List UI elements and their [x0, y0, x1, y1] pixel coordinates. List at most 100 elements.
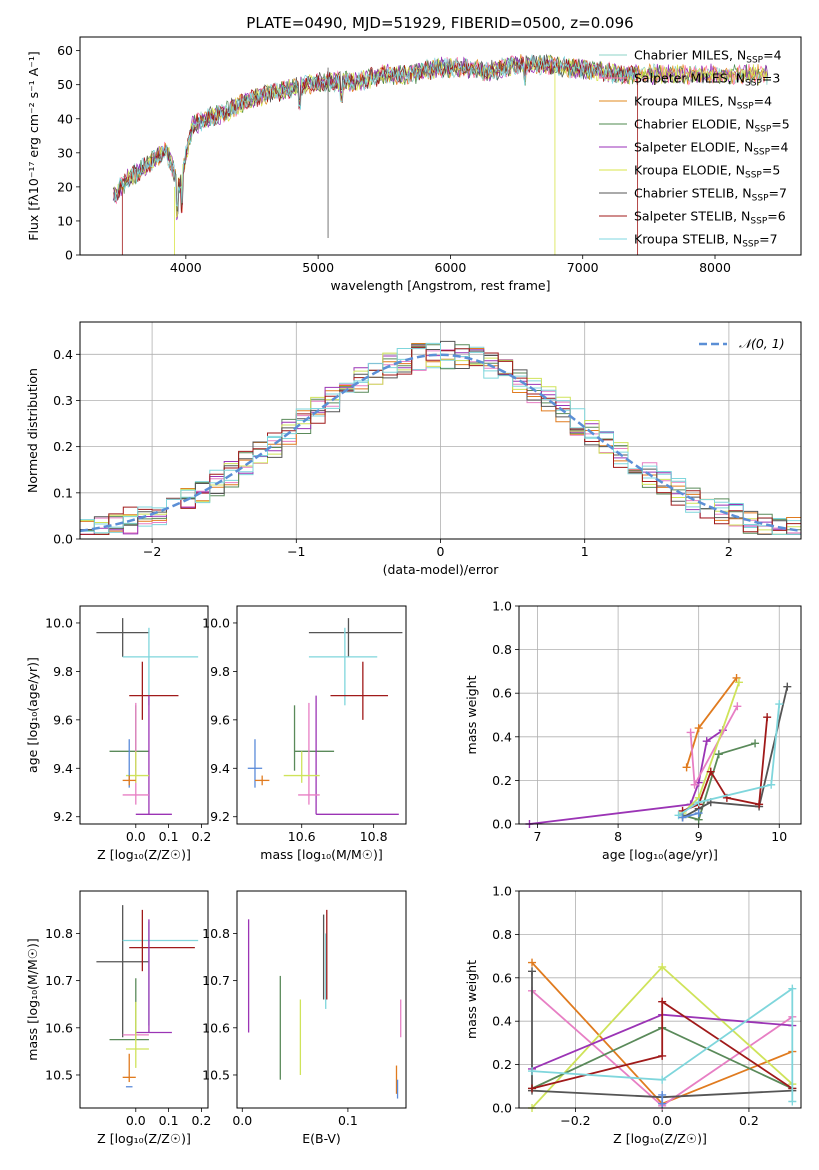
y-tick-label: 9.8	[53, 664, 73, 679]
y-tick-label: 0.2	[492, 773, 512, 788]
weight-line-gray	[531, 971, 793, 1099]
errorbar-point-red	[330, 661, 389, 720]
weight-marker	[755, 800, 764, 809]
weight-marker	[714, 750, 723, 759]
axes-frame	[79, 321, 802, 540]
panel-5: 7 8 9 10 0.0 0.2 0.4 0.6 0.8 1.0 age [log₁₀(age/yr…	[464, 599, 802, 862]
y-tick-label: 10.0	[202, 615, 230, 630]
weight-marker	[528, 1084, 537, 1093]
axes-frame	[236, 890, 407, 1109]
legend-series-name: Chabrier ELODIE	[634, 117, 737, 132]
y-tick-label: 10.7	[202, 973, 230, 988]
y-tick-label: 9.2	[210, 809, 230, 824]
errorbar-point-cyan	[308, 627, 378, 706]
y-axis-label: age [log₁₀(age/yr)]	[25, 657, 40, 773]
y-tick-label: 10.7	[45, 973, 73, 988]
y-tick-label: 9.2	[53, 809, 73, 824]
weight-marker	[678, 813, 687, 822]
legend-nssp-sub: SSP	[742, 240, 759, 250]
x-tick-label: 0.0	[232, 1113, 252, 1128]
y-tick-label: 0.3	[53, 393, 73, 408]
weight-marker	[658, 1099, 667, 1108]
panel-3: 0.0 0.1 0.2 9.2 9.4 9.6 9.8 10.0 Z [log₁₀(Z/Z☉)]…	[25, 605, 211, 862]
y-tick-label: 9.8	[210, 664, 230, 679]
x-tick-label: 0.2	[739, 1113, 759, 1128]
panel-8: −0.2 0.0 0.2 0.0 0.2 0.4 0.6 0.8 1.0 Z [log₁₀(Z/Z…	[464, 884, 802, 1146]
legend-label: Salpeter MILES, NSSP=3	[634, 71, 780, 89]
tick-labels: −2 −1 0 1 2 0.0 0.1 0.2 0.3 0.4	[53, 347, 733, 559]
legend-series-name: Salpeter MILES	[634, 71, 728, 86]
legend-nssp-value: 4	[764, 94, 772, 109]
errorbar-point-blue	[247, 739, 263, 788]
weight-marker	[674, 811, 683, 820]
legend-nssp-value: 4	[774, 48, 782, 63]
x-tick-label: 0.0	[652, 1113, 672, 1128]
legend-eq: =	[769, 186, 779, 201]
x-tick-label: 8000	[699, 260, 731, 275]
legend-label: Chabrier STELIB, NSSP=7	[634, 186, 787, 204]
legend-nssp-text: , N	[734, 186, 751, 201]
legend-nssp-text: , N	[725, 232, 742, 247]
x-axis-label: Z [log₁₀(Z/Z☉)]	[97, 847, 191, 862]
y-tick-label: 0.6	[492, 686, 512, 701]
x-axis-label: age [log₁₀(age/yr)]	[602, 847, 718, 862]
errorbar-point-yellow	[283, 751, 320, 783]
y-tick-label: 10.5	[45, 1067, 73, 1082]
x-tick-label: 0.0	[126, 829, 146, 844]
tick-labels: 10.6 10.8 9.2 9.4 9.6 9.8 10.0	[202, 615, 387, 844]
axes-frame	[79, 36, 802, 256]
x-tick-label: 0.1	[159, 1113, 179, 1128]
panel-6: 0.0 0.1 0.2 10.5 10.6 10.7 10.8 Z [log₁₀(Z/Z☉)]…	[25, 890, 211, 1146]
legend-series-name: Chabrier STELIB	[634, 186, 734, 201]
weight-marker	[528, 958, 537, 967]
y-tick-label: 10.8	[45, 926, 73, 941]
x-tick-label: 9	[695, 829, 703, 844]
x-tick-label: 0.0	[126, 1113, 146, 1128]
spectrum-line-salpeter-stelib	[113, 55, 639, 214]
weight-marker	[658, 1051, 667, 1060]
weight-marker	[528, 967, 537, 976]
y-axis-label: mass weight	[464, 675, 479, 754]
x-tick-label: 0.2	[191, 829, 211, 844]
x-tick-label: 8	[614, 829, 622, 844]
y-tick-label: 0.1	[53, 485, 73, 500]
weight-marker	[694, 724, 703, 733]
legend-nssp-value: 6	[778, 209, 786, 224]
x-tick-label: −1	[287, 544, 305, 559]
legend-eq: =	[762, 163, 772, 178]
axes-frame	[79, 605, 209, 825]
plot-area	[79, 340, 802, 535]
x-axis-label: wavelength [Angstrom, rest frame]	[330, 278, 550, 293]
y-tick-label: 0.0	[492, 817, 512, 832]
x-tick-label: 4000	[170, 260, 202, 275]
y-tick-label: 50	[57, 77, 73, 92]
legend-nssp-text: , N	[728, 163, 745, 178]
legend-series-name: Kroupa ELODIE	[634, 163, 728, 178]
tick-labels: 7 8 9 10 0.0 0.2 0.4 0.6 0.8 1.0	[492, 599, 787, 845]
axes-frame	[518, 890, 802, 1109]
plot-area	[528, 958, 797, 1112]
errorbar-point-purple	[315, 695, 399, 815]
plot-area	[247, 909, 402, 1099]
y-tick-label: 1.0	[492, 599, 512, 614]
y-tick-label: 0.4	[492, 729, 512, 744]
legend-eq: =	[763, 48, 773, 63]
weight-marker	[775, 700, 784, 709]
axes-frame	[236, 605, 407, 825]
x-axis-label: (data-model)/error	[383, 562, 500, 577]
y-tick-label: 10.6	[45, 1020, 73, 1035]
y-tick-label: 0	[65, 248, 73, 263]
weight-marker	[694, 809, 703, 818]
y-tick-label: 0.4	[53, 347, 73, 362]
weight-line-green	[682, 742, 756, 821]
weight-marker	[788, 984, 797, 993]
legend-nssp-text: , N	[728, 71, 745, 86]
y-axis-label: Normed distribution	[25, 368, 40, 493]
legend-nssp-value: 7	[770, 232, 778, 247]
y-tick-label: 0.8	[492, 642, 512, 657]
errorbar-point-red	[129, 661, 179, 720]
weight-marker	[658, 1090, 667, 1099]
legend-nssp-sub: SSP	[753, 148, 770, 158]
panel-2: −2 −1 0 1 2 0.0 0.1 0.2 0.3 0.4 (data-model)/error…	[25, 321, 802, 577]
